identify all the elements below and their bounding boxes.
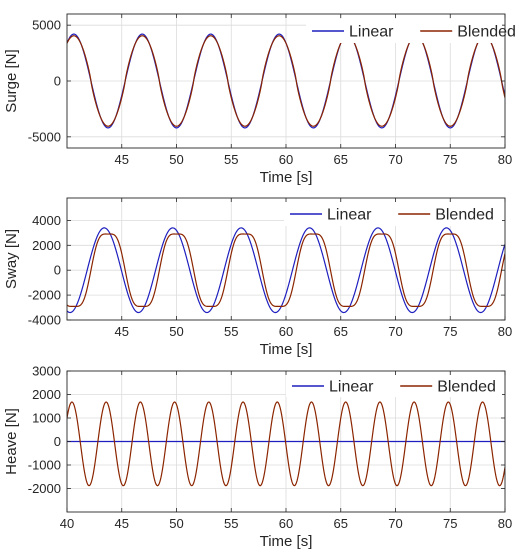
x-axis-label: Time [s] [260, 533, 313, 550]
chart-3: 40 45 50 55 60 65 70 75 80 -2000 -1000 0 1000 2000 300… [3, 364, 512, 550]
x-tick-label: 55 [224, 152, 238, 167]
x-tick-label: 75 [443, 152, 457, 167]
y-axis-label: Surge [N] [3, 49, 20, 112]
chart-1: 45 50 55 60 65 70 75 80 -5000 0 5000 Time [s] Surge … [3, 13, 516, 186]
y-tick-label: 2000 [32, 387, 61, 402]
series-line-blended [67, 35, 505, 127]
x-axis-label: Time [s] [260, 341, 313, 358]
x-tick-label: 60 [279, 516, 293, 531]
x-tick-label: 40 [60, 516, 74, 531]
y-tick-label: -5000 [28, 129, 61, 144]
x-tick-label: 45 [115, 152, 129, 167]
chart-2: 45 50 55 60 65 70 75 80 -4000 -2000 0 2000 4000 Time … [3, 197, 512, 358]
series-line-linear [67, 227, 505, 314]
x-tick-label: 50 [169, 324, 183, 339]
x-tick-label: 65 [334, 152, 348, 167]
legend: Linear Blended [306, 19, 516, 43]
x-tick-label: 65 [334, 516, 348, 531]
x-tick-label: 80 [498, 324, 512, 339]
x-tick-label: 50 [169, 516, 183, 531]
x-tick-label: 65 [334, 324, 348, 339]
y-tick-label: -2000 [28, 481, 61, 496]
y-tick-label: 4000 [32, 213, 61, 228]
x-tick-label: 60 [279, 324, 293, 339]
x-tick-label: 80 [498, 516, 512, 531]
x-tick-label: 70 [388, 516, 402, 531]
y-tick-label: 0 [54, 434, 61, 449]
x-tick-label: 45 [115, 324, 129, 339]
y-tick-label: -4000 [28, 313, 61, 328]
x-tick-label: 50 [169, 152, 183, 167]
y-tick-label: -2000 [28, 288, 61, 303]
y-tick-label: 2000 [32, 238, 61, 253]
x-axis-label: Time [s] [260, 169, 313, 186]
y-axis-label: Heave [N] [3, 408, 20, 475]
y-tick-label: 1000 [32, 411, 61, 426]
series-line-blended [67, 401, 505, 487]
x-tick-label: 75 [443, 324, 457, 339]
legend-label-linear: Linear [329, 379, 374, 396]
x-tick-label: 55 [224, 324, 238, 339]
x-tick-label: 55 [224, 516, 238, 531]
legend-box [286, 375, 502, 397]
y-tick-label: 5000 [32, 18, 61, 33]
legend-label-linear: Linear [327, 207, 372, 224]
y-tick-label: -1000 [28, 458, 61, 473]
x-tick-label: 75 [443, 516, 457, 531]
legend-label-blended: Blended [437, 379, 496, 396]
y-tick-label: 0 [54, 74, 61, 89]
x-tick-label: 60 [279, 152, 293, 167]
x-tick-label: 45 [115, 516, 129, 531]
legend-label-blended: Blended [435, 207, 494, 224]
x-tick-label: 80 [498, 152, 512, 167]
legend: Linear Blended [286, 375, 502, 397]
y-tick-label: 3000 [32, 364, 61, 379]
legend-label-linear: Linear [349, 24, 394, 41]
x-tick-label: 70 [388, 152, 402, 167]
series-line-blended [67, 233, 505, 307]
y-axis-label: Sway [N] [3, 229, 20, 289]
x-tick-label: 70 [388, 324, 402, 339]
legend-label-blended: Blended [457, 24, 516, 41]
y-tick-label: 0 [54, 263, 61, 278]
legend: Linear Blended [284, 202, 502, 226]
